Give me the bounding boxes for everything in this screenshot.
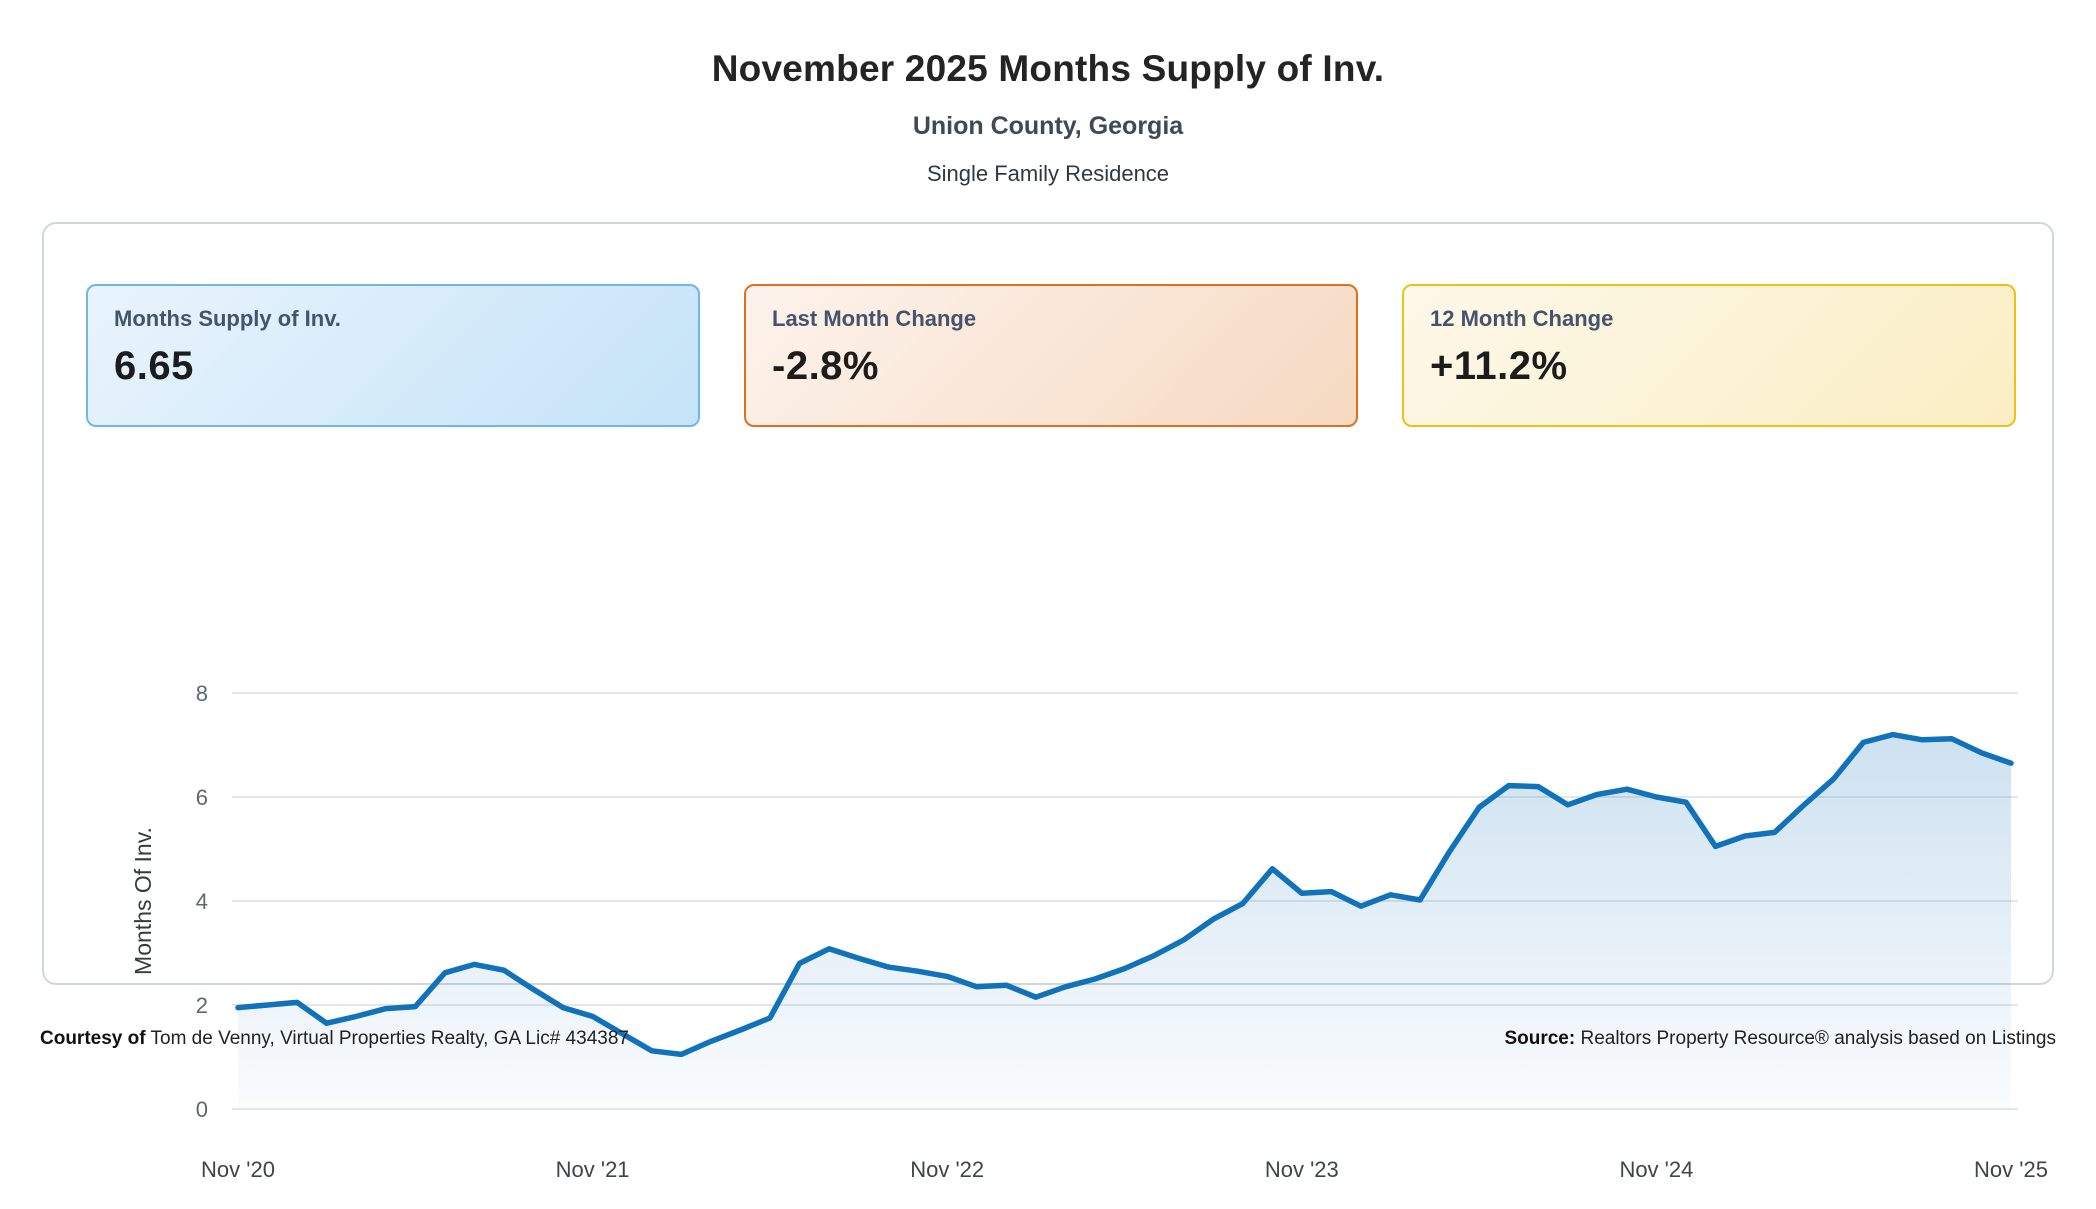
- y-tick-label: 6: [196, 785, 208, 810]
- stat-card-value: 6.65: [114, 344, 194, 388]
- property-type-label: Single Family Residence: [926, 161, 1170, 186]
- courtesy-note: Courtesy of Tom de Venny, Virtual Proper…: [40, 1028, 629, 1050]
- y-tick-label: 2: [196, 993, 208, 1018]
- x-tick-label: Nov '20: [201, 1157, 275, 1182]
- stat-card-label: Months Supply of Inv.: [114, 306, 341, 331]
- stat-card: Last Month Change -2.8%: [744, 284, 1358, 427]
- y-tick-label: 8: [196, 681, 208, 706]
- x-tick-label: Nov '24: [1619, 1157, 1693, 1182]
- stat-cards-row: Months Supply of Inv. 6.65 Last Month Ch…: [86, 284, 2016, 427]
- x-tick-label: Nov '25: [1974, 1157, 2048, 1182]
- stat-card-label: 12 Month Change: [1430, 306, 1614, 331]
- y-axis-title: Months Of Inv.: [130, 827, 156, 975]
- x-tick-label: Nov '21: [556, 1157, 630, 1182]
- courtesy-label: Courtesy of: [40, 1028, 146, 1049]
- source-note: Source: Realtors Property Resource® anal…: [1504, 1028, 2056, 1050]
- area-fill: [238, 734, 2011, 1109]
- location-subtitle: Union County, Georgia: [912, 112, 1184, 140]
- stat-card-value: +11.2%: [1430, 344, 1568, 388]
- x-tick-labels-group: Nov '20 Nov '21 Nov '22 Nov '23 Nov '24 Nov '…: [201, 1157, 2048, 1182]
- y-tick-label: 4: [196, 889, 208, 914]
- x-tick-label: Nov '22: [910, 1157, 984, 1182]
- y-tick-labels-group: 0 2 4 6 8: [196, 681, 208, 1122]
- courtesy-text: Tom de Venny, Virtual Properties Realty,…: [145, 1028, 629, 1049]
- x-tick-label: Nov '23: [1265, 1157, 1339, 1182]
- report-header: November 2025 Months Supply of Inv. Unio…: [0, 0, 2096, 187]
- stat-card-label: Last Month Change: [772, 306, 977, 331]
- stat-card-value: -2.8%: [772, 344, 879, 388]
- chart-panel: Months Supply of Inv. 6.65 Last Month Ch…: [42, 222, 2054, 1182]
- page-title: November 2025 Months Supply of Inv.: [711, 48, 1385, 89]
- stat-card: 12 Month Change +11.2%: [1402, 284, 2016, 427]
- source-label: Source:: [1504, 1028, 1576, 1049]
- stat-card: Months Supply of Inv. 6.65: [86, 284, 700, 427]
- source-text: Realtors Property Resource® analysis bas…: [1575, 1028, 2056, 1049]
- trend-line: [235, 731, 2014, 1058]
- y-tick-label: 0: [196, 1097, 208, 1122]
